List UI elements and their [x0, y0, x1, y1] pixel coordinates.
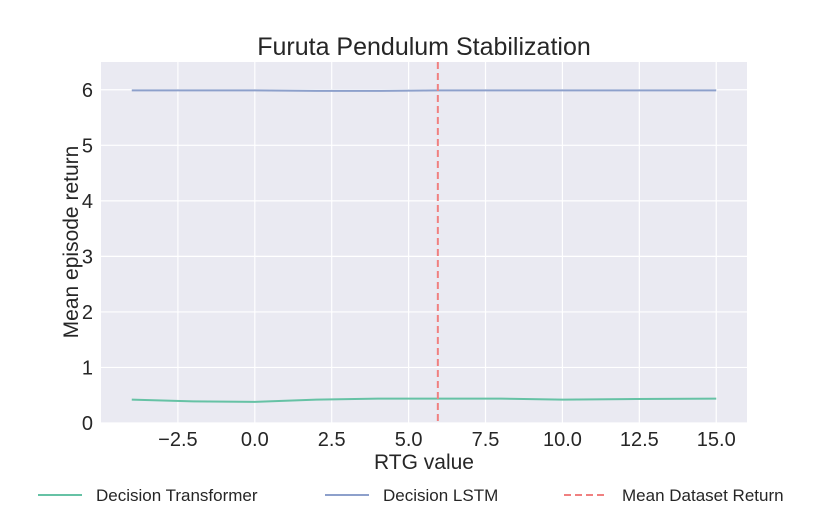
y-tick-label: 5: [82, 135, 93, 157]
series-layer: [131, 62, 717, 423]
y-tick-label: 4: [82, 191, 93, 213]
x-tick-label: 7.5: [472, 429, 500, 451]
decision-transformer-line: [131, 397, 717, 403]
x-tick-label: −2.5: [158, 429, 197, 451]
grid: [101, 62, 747, 424]
plot-background: [101, 62, 747, 423]
x-tick-label: 0.0: [241, 429, 269, 451]
y-axis-label: Mean episode return: [60, 146, 83, 339]
x-tick-labels: −2.5 0.0 2.5 5.0 7.5 10.0 12.5 15.0: [158, 429, 736, 451]
x-axis-label: RTG value: [374, 451, 474, 474]
chart-title: Furuta Pendulum Stabilization: [257, 33, 591, 61]
y-tick-label: 2: [82, 302, 93, 324]
legend: Decision Transformer Decision LSTM Mean Da…: [38, 486, 784, 505]
legend-label-decision-lstm: Decision LSTM: [383, 486, 498, 505]
y-tick-label: 6: [82, 80, 93, 102]
y-tick-label: 1: [82, 357, 93, 379]
y-tick-labels: 0 1 2 3 4 5 6: [82, 80, 93, 435]
y-tick-label: 0: [82, 413, 93, 435]
x-tick-label: 10.0: [543, 429, 582, 451]
legend-label-mean-dataset-return: Mean Dataset Return: [622, 486, 784, 505]
x-tick-label: 2.5: [318, 429, 346, 451]
x-tick-label: 15.0: [697, 429, 736, 451]
legend-label-decision-transformer: Decision Transformer: [96, 486, 258, 505]
x-tick-label: 12.5: [620, 429, 659, 451]
decision-lstm-line: [131, 89, 717, 92]
y-tick-label: 3: [82, 246, 93, 268]
x-tick-label: 5.0: [395, 429, 423, 451]
